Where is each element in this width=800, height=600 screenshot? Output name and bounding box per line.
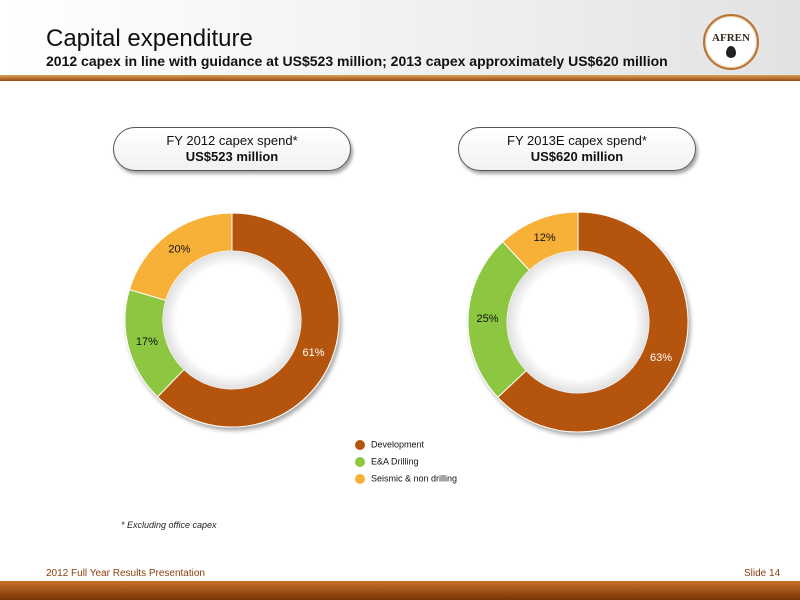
slide-header [0, 0, 800, 75]
donut-hole [163, 251, 301, 389]
data-label-seismic: 12% [534, 232, 556, 244]
capex-2013-amount: US$620 million [530, 149, 624, 164]
slide-title: Capital expenditure [46, 25, 253, 52]
footer-slide-number: Slide 14 [744, 568, 781, 579]
donut-chart-2012: 61% 17% 20% [124, 212, 340, 428]
donut-chart-2013: 63% 25% 12% [467, 211, 689, 433]
donut-ring [467, 211, 689, 433]
slide-subtitle: 2012 capex in line with guidance at US$5… [46, 53, 668, 69]
capex-2012-amount: US$523 million [185, 149, 279, 164]
legend-swatch-development [355, 439, 365, 450]
data-label-ea-drilling: 17% [136, 336, 158, 348]
capex-2013-label: FY 2013E capex spend* [507, 133, 647, 148]
capex-2012-box: FY 2012 capex spend* US$523 million [113, 127, 351, 171]
legend-label-ea-drilling: E&A Drilling [371, 456, 419, 467]
footnote: * Excluding office capex [121, 520, 217, 530]
footer-presentation-title: 2012 Full Year Results Presentation [46, 568, 205, 579]
chart-legend: Development E&A Drilling Seismic & non d… [355, 439, 457, 490]
data-label-seismic: 20% [168, 243, 190, 255]
legend-swatch-ea-drilling [355, 456, 365, 467]
data-label-development: 63% [650, 352, 672, 364]
header-divider [0, 75, 800, 81]
legend-label-seismic: Seismic & non drilling [371, 473, 458, 484]
capex-2013-box: FY 2013E capex spend* US$620 million [458, 127, 696, 171]
donut-slice-seismic [501, 211, 579, 271]
legend-item-seismic: Seismic & non drilling [355, 473, 457, 490]
logo-text: AFREN [712, 32, 750, 44]
oil-drop-icon [726, 46, 736, 58]
donut-hole [507, 251, 649, 393]
footer-bar [0, 581, 800, 600]
legend-label-development: Development [371, 439, 425, 450]
data-label-development: 61% [303, 347, 325, 359]
legend-swatch-seismic [355, 473, 365, 484]
donut-ring [124, 212, 340, 428]
data-label-ea-drilling: 25% [477, 313, 499, 325]
legend-item-development: Development [355, 439, 457, 456]
afren-logo: AFREN [703, 14, 759, 70]
legend-item-ea-drilling: E&A Drilling [355, 456, 457, 473]
capex-2012-label: FY 2012 capex spend* [166, 133, 298, 148]
